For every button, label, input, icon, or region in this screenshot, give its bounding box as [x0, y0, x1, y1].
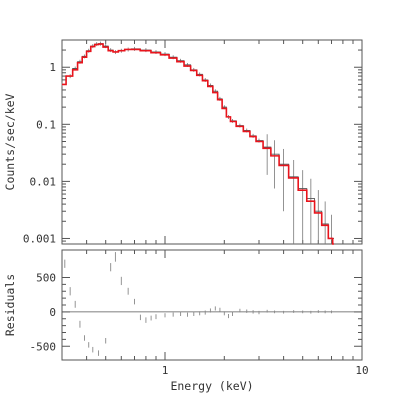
y-tick-label: 0.001	[23, 232, 56, 245]
spectrum-frame	[61, 39, 363, 245]
res-y-tick-label: 500	[36, 272, 56, 285]
x-tick-label: 10	[355, 364, 368, 377]
y-tick-label: 0.1	[36, 118, 56, 131]
res-y-tick-label: -500	[30, 340, 57, 353]
spectrum-panel: 0.001 0.01 0.1 1 Counts/sec/keV	[3, 39, 363, 245]
res-y-tick-label: 0	[49, 306, 56, 319]
y-axis-label: Counts/sec/keV	[3, 93, 17, 190]
x-axis-label: Energy (keV)	[170, 379, 253, 393]
residuals-frame	[61, 249, 363, 361]
residuals-panel: -500 0 500 1 10 Residuals Energy (keV)	[3, 249, 369, 393]
residuals-y-axis-label: Residuals	[3, 274, 17, 336]
data-series-line	[62, 43, 335, 239]
y-tick-label: 0.01	[30, 175, 57, 188]
y-tick-label: 1	[49, 61, 56, 74]
x-tick-label: 1	[162, 364, 169, 377]
model-series-line	[62, 43, 334, 245]
